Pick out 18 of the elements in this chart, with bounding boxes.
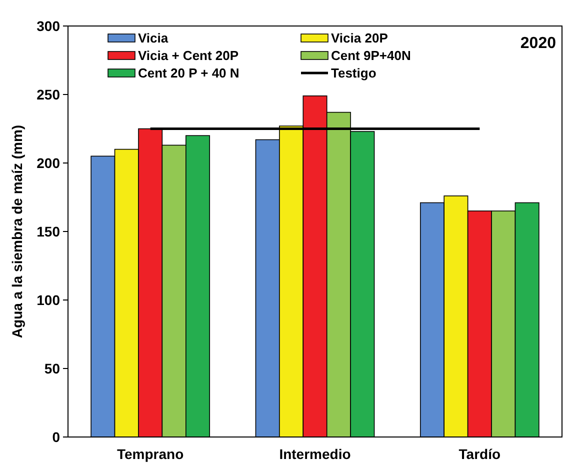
x-tick-label: Tardío	[458, 446, 501, 462]
y-tick-label: 50	[44, 360, 60, 376]
legend-label: Testigo	[331, 66, 376, 81]
y-axis-title: Agua a la siembra de maíz (mm)	[9, 124, 25, 338]
x-tick-label: Temprano	[117, 446, 184, 462]
legend-label: Vicia + Cent 20P	[138, 48, 239, 64]
legend-label: Vicia	[138, 30, 169, 46]
y-tick-label: 150	[36, 223, 60, 240]
x-tick-label: Intermedio	[279, 446, 351, 462]
legend-label: Cent 20 P + 40 N	[138, 66, 240, 81]
y-tick-label: 250	[36, 86, 60, 102]
y-tick-label: 200	[36, 154, 60, 171]
y-tick-label: 300	[36, 18, 60, 34]
y-tick-label: 100	[36, 292, 60, 308]
annotation: 2020	[520, 35, 556, 52]
legend-label: Vicia 20P	[331, 30, 388, 46]
legend-label: Cent 9P+40N	[331, 48, 411, 64]
y-tick-label: 0	[52, 428, 60, 445]
